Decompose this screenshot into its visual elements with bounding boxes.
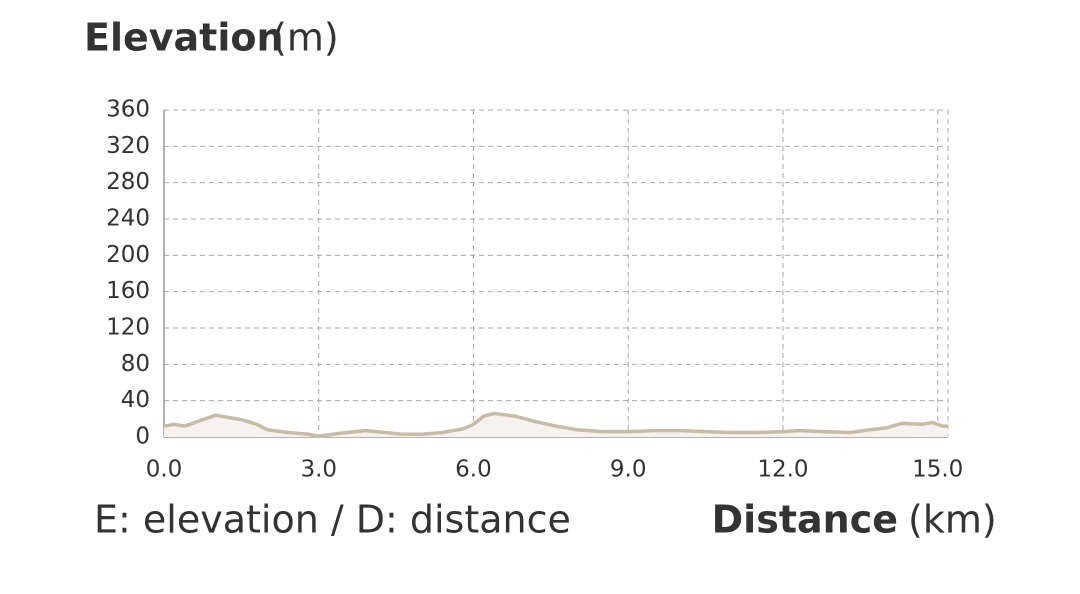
x-axis-label: Distance (712, 498, 898, 542)
y-tick-label: 80 (121, 351, 150, 377)
x-tick-label: 3.0 (300, 457, 337, 483)
area-fill (164, 413, 948, 437)
x-tick-label: 9.0 (610, 457, 647, 483)
y-tick-label: 0 (135, 424, 150, 450)
chart-title: Elevation (84, 16, 284, 60)
y-tick-label: 120 (106, 315, 150, 341)
x-tick-label: 6.0 (455, 457, 492, 483)
x-tick-label: 12.0 (757, 457, 808, 483)
elevation-line (163, 411, 948, 438)
x-axis-unit: (km) (908, 498, 997, 542)
x-tick-label: 0.0 (146, 457, 183, 483)
y-tick-label: 320 (106, 133, 150, 159)
y-tick-label: 160 (106, 278, 150, 304)
y-tick-label: 280 (106, 169, 150, 195)
y-tick-label: 360 (106, 97, 150, 123)
y-tick-label: 240 (106, 206, 150, 232)
title-unit: (m) (272, 16, 339, 60)
x-tick-label: 15.0 (912, 457, 963, 483)
y-tick-label: 200 (106, 242, 150, 268)
y-tick-label: 40 (121, 387, 150, 413)
note: E: elevation / D: distance (94, 498, 571, 542)
